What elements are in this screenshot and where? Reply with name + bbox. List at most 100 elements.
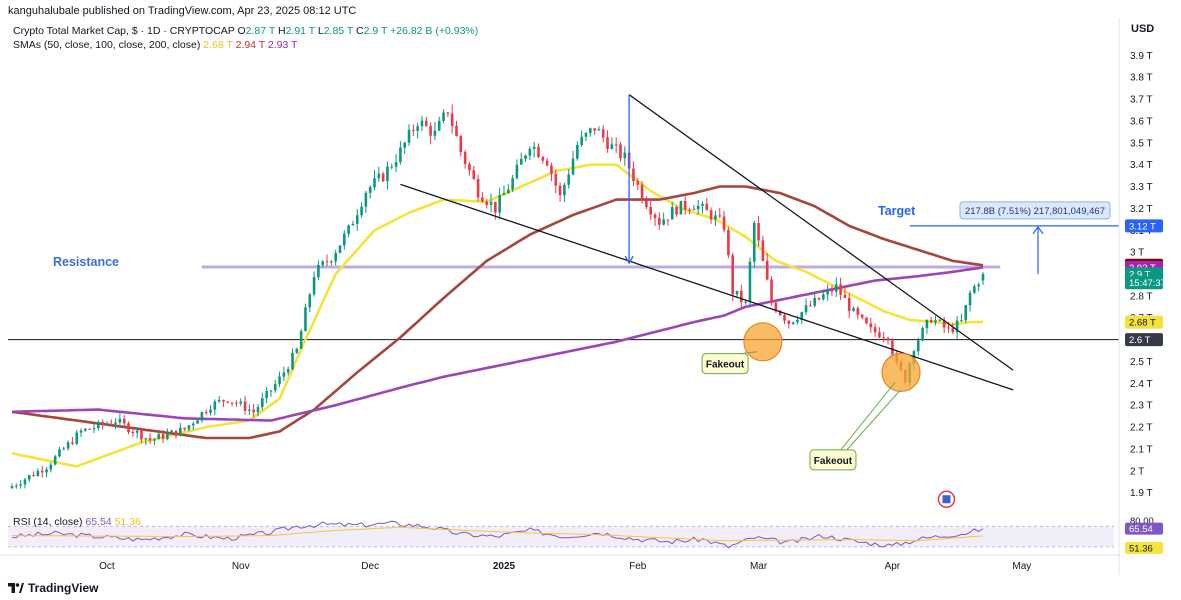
- tradingview-logo[interactable]: TradingView: [8, 581, 98, 595]
- legend-low-value: 2.85 T: [323, 25, 354, 37]
- candle-body: [330, 261, 333, 263]
- candle-body: [856, 308, 860, 315]
- candle: [705, 197, 709, 211]
- candle: [217, 396, 221, 404]
- price-tag-text: 2.68 T: [1129, 318, 1156, 329]
- sma-title[interactable]: SMAs (50, close, 100, close, 200, close): [13, 39, 201, 51]
- candle-body: [377, 173, 381, 179]
- candle-body: [429, 125, 432, 136]
- candle-body: [740, 290, 743, 303]
- candle: [191, 421, 195, 430]
- candle: [809, 300, 812, 307]
- candle-body: [744, 301, 747, 303]
- x-tick-label: 2025: [493, 561, 516, 572]
- candle-body: [925, 319, 929, 329]
- candle: [213, 399, 217, 416]
- rsi-title[interactable]: RSI (14, close): [13, 516, 83, 528]
- candle: [269, 389, 273, 397]
- candle: [761, 235, 765, 262]
- fakeout-circle[interactable]: [881, 352, 921, 393]
- symbol-title[interactable]: Crypto Total Market Cap, $ · 1D · CRYPTO…: [13, 25, 235, 37]
- candle-body: [830, 289, 834, 292]
- candle: [299, 328, 303, 349]
- candle: [511, 175, 514, 193]
- candle-body: [140, 430, 143, 440]
- legend-open-value: 2.87 T: [245, 25, 276, 37]
- candle: [640, 180, 644, 204]
- candle: [964, 304, 968, 323]
- candle: [951, 323, 955, 335]
- candle: [321, 260, 325, 268]
- candle: [576, 141, 579, 161]
- candle: [619, 141, 622, 162]
- candle: [878, 327, 881, 339]
- y-tick-label: 2.3 T: [1130, 401, 1153, 412]
- candle: [360, 202, 363, 218]
- candle-body: [800, 312, 804, 320]
- candle-body: [420, 120, 424, 127]
- candle: [714, 210, 717, 226]
- candle-body: [278, 376, 281, 384]
- fakeout-circle[interactable]: [743, 322, 783, 362]
- candle-body: [437, 120, 441, 131]
- fakeout-label-box[interactable]: [701, 353, 749, 375]
- candle: [53, 454, 57, 466]
- candle-body: [571, 158, 575, 175]
- candle: [670, 201, 674, 220]
- candle: [209, 405, 212, 416]
- candle-body: [614, 144, 618, 146]
- sma50-line: [11, 163, 983, 468]
- candle-body: [942, 319, 946, 328]
- candle-body: [347, 225, 350, 234]
- candle-body: [101, 422, 104, 425]
- candle: [455, 120, 458, 137]
- fakeout-label-box[interactable]: [809, 449, 857, 471]
- candle: [429, 122, 432, 145]
- candle-body: [722, 216, 726, 230]
- candle: [36, 468, 40, 477]
- candle-body: [670, 207, 674, 220]
- candle: [179, 422, 182, 437]
- candle-body: [567, 174, 571, 185]
- moving-averages: [11, 163, 984, 468]
- candle: [101, 419, 104, 430]
- candle-body: [338, 245, 342, 253]
- candle-body: [135, 430, 139, 433]
- candle: [688, 207, 691, 214]
- candle: [610, 137, 614, 150]
- candle-body: [817, 297, 821, 300]
- candle: [196, 419, 199, 424]
- legend-sma-row: SMAs (50, close, 100, close, 200, close)…: [13, 38, 478, 52]
- candle: [528, 146, 532, 161]
- candle: [727, 227, 730, 259]
- candle-body: [321, 261, 325, 265]
- currency-label[interactable]: USD: [1131, 23, 1155, 35]
- candle: [537, 143, 540, 158]
- candle-body: [265, 390, 268, 399]
- candle: [891, 338, 894, 358]
- candle: [265, 386, 268, 404]
- candle: [563, 182, 566, 202]
- candle: [66, 440, 70, 451]
- candle: [166, 428, 169, 441]
- candle: [955, 316, 959, 339]
- candle-body: [360, 206, 363, 216]
- candle: [740, 284, 743, 310]
- chart-legend: Crypto Total Market Cap, $ · 1D · CRYPTO…: [13, 24, 478, 52]
- candle-body: [498, 194, 501, 213]
- candle: [450, 104, 454, 134]
- candle-body: [97, 422, 100, 429]
- candle: [105, 421, 109, 427]
- candle-body: [62, 448, 66, 450]
- candle-body: [32, 475, 35, 477]
- candle: [446, 111, 450, 118]
- wedge-upper-line[interactable]: [628, 94, 1014, 371]
- candle-body: [778, 311, 782, 316]
- candle: [386, 161, 389, 190]
- candle: [437, 116, 441, 132]
- candle: [334, 249, 337, 266]
- candle: [830, 284, 834, 296]
- candle-body: [131, 432, 135, 434]
